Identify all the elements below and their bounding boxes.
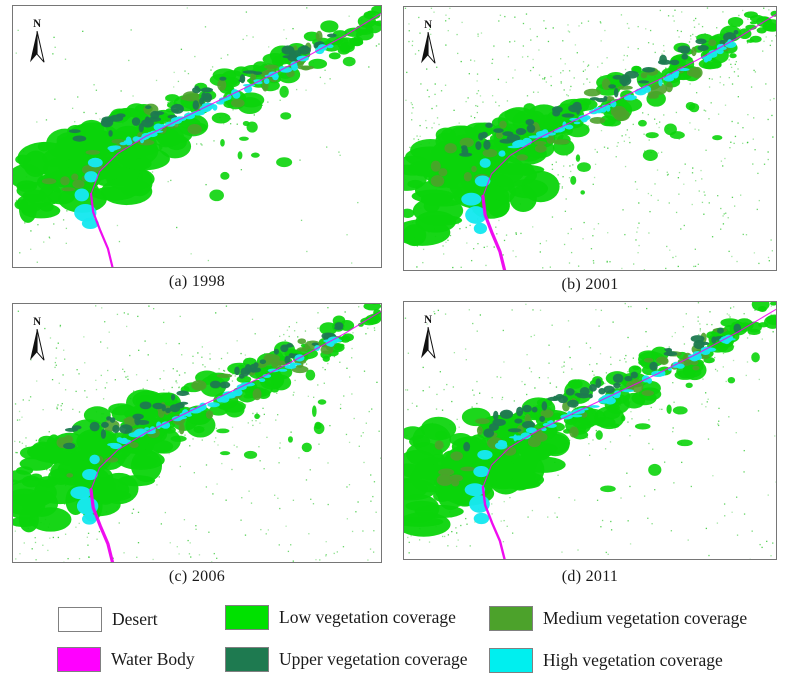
caption-2011: (d) 2011 [561,568,619,585]
legend-item-water-body: Water Body [57,647,195,672]
map-2001: N [404,7,776,270]
caption-1998: (a) 1998 [168,273,226,290]
map-panel-2001: N [403,6,777,271]
legend-item-desert: Desert [58,607,158,632]
map-2011: N [404,302,776,559]
upper-vegetation-swatch [225,647,269,672]
map-1998: N [13,6,381,267]
legend-item-medium-vegetation: Medium vegetation coverage [489,606,747,631]
low-vegetation-swatch [225,605,269,630]
map-panel-2011: N [403,301,777,560]
desert-swatch [58,607,102,632]
north-arrow-icon: N [421,314,436,359]
high-vegetation-swatch [489,648,533,673]
legend-item-low-vegetation: Low vegetation coverage [225,605,456,630]
svg-text:N: N [424,19,432,31]
legend-label-water-body: Water Body [111,649,195,669]
legend-label-medium-vegetation: Medium vegetation coverage [543,608,748,628]
caption-2006: (c) 2006 [168,568,226,585]
legend-item-upper-vegetation: Upper vegetation coverage [225,647,468,672]
legend: Desert Water Body Low vegetation coverag… [0,598,788,687]
north-arrow-icon: N [30,18,45,63]
legend-label-desert: Desert [112,609,158,629]
map-2006: N [13,304,381,562]
svg-text:N: N [33,18,41,30]
legend-item-high-vegetation: High vegetation coverage [489,648,723,673]
legend-label-low-vegetation: Low vegetation coverage [279,607,456,627]
svg-text:N: N [424,314,432,326]
map-panel-2006: N [12,303,382,563]
legend-label-upper-vegetation: Upper vegetation coverage [279,649,468,669]
north-arrow-icon: N [30,316,45,361]
medium-vegetation-swatch [489,606,533,631]
water-body-swatch [57,647,101,672]
svg-text:N: N [33,316,41,328]
legend-label-high-vegetation: High vegetation coverage [543,650,723,670]
map-panel-1998: N [12,5,382,268]
caption-2001: (b) 2001 [561,276,619,293]
